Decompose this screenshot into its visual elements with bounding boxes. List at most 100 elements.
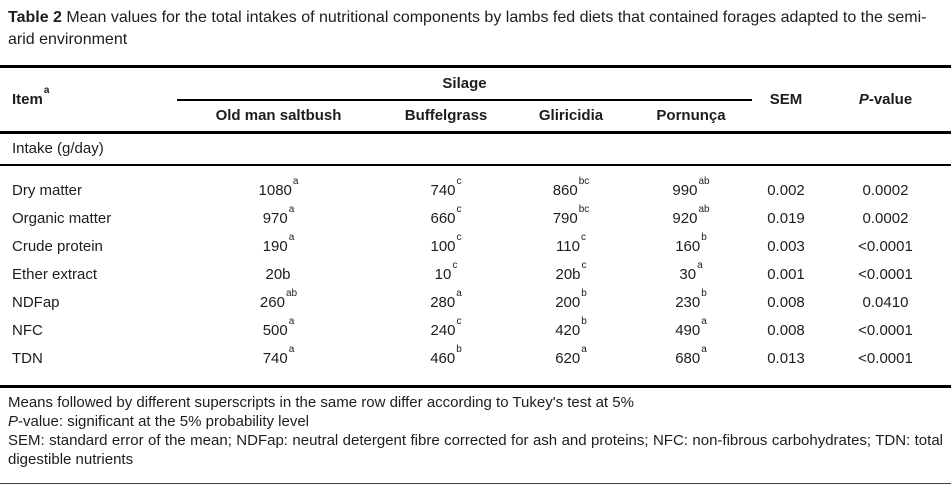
value-cell: 160b bbox=[630, 233, 752, 261]
table-number: Table 2 bbox=[8, 9, 62, 26]
value-base: 200 bbox=[555, 294, 581, 311]
table-caption-text: Mean values for the total intakes of nut… bbox=[8, 9, 927, 48]
value-superscript: b bbox=[701, 232, 707, 243]
value-cell: 790bc bbox=[512, 205, 630, 233]
value-cell: 990ab bbox=[630, 177, 752, 205]
sem-cell: 0.013 bbox=[767, 350, 805, 367]
value-base: 970 bbox=[262, 210, 288, 227]
row-item-label: Crude protein bbox=[12, 238, 103, 255]
row-item-label: Organic matter bbox=[12, 210, 112, 227]
spacer-row bbox=[0, 165, 951, 177]
footnote-pvalue-italic-p: P bbox=[8, 413, 19, 430]
value-cell: 660c bbox=[380, 205, 512, 233]
value-cell: 10c bbox=[380, 261, 512, 289]
item-header-cell: Itema bbox=[0, 67, 177, 133]
col-header-old-man-saltbush: Old man saltbush bbox=[215, 107, 342, 125]
value-cell: 420b bbox=[512, 317, 630, 345]
value-superscript: ab bbox=[285, 288, 298, 299]
table-row: Dry matter 1080a 740c 860bc 990ab 0.002 … bbox=[0, 177, 951, 205]
value-base: 240 bbox=[430, 322, 456, 339]
value-cell: 200b bbox=[512, 289, 630, 317]
value-base: 740 bbox=[262, 350, 288, 367]
value-cell: 500a bbox=[177, 317, 380, 345]
header-row-silage-columns: Old man saltbush Buffelgrass Gliricidia … bbox=[0, 100, 951, 133]
value-superscript: a bbox=[456, 288, 462, 299]
value-base: 230 bbox=[675, 294, 701, 311]
value-base: 420 bbox=[555, 322, 581, 339]
value-superscript: c bbox=[456, 232, 462, 243]
value-base: 280 bbox=[430, 294, 456, 311]
table-row: Organic matter 970a 660c 790bc 920ab 0.0… bbox=[0, 205, 951, 233]
value-cell: 110c bbox=[512, 233, 630, 261]
value-superscript: ab bbox=[698, 204, 710, 215]
pvalue-cell: <0.0001 bbox=[858, 266, 913, 283]
value-base: 490 bbox=[675, 322, 701, 339]
table-row: Ether extract 20b 10c 20b c 30a 0.001 <0.… bbox=[0, 261, 951, 289]
section-header-intake: Intake (g/day) bbox=[0, 132, 951, 166]
value-cell: 240c bbox=[380, 317, 512, 345]
pvalue-cell: 0.0002 bbox=[862, 210, 909, 227]
row-item-label: Dry matter bbox=[12, 182, 83, 199]
value-cell: 30a bbox=[630, 261, 752, 289]
sem-cell: 0.019 bbox=[767, 210, 805, 227]
value-base: 620 bbox=[555, 350, 581, 367]
value-superscript: a bbox=[288, 232, 295, 243]
col-header-buffelgrass: Buffelgrass bbox=[404, 107, 488, 125]
sem-cell: 0.002 bbox=[767, 182, 805, 199]
footnote-pvalue: P-value: significant at the 5% probabili… bbox=[8, 412, 943, 431]
table-row: Crude protein 190a 100c 110c 160b 0.003 … bbox=[0, 233, 951, 261]
value-superscript: b bbox=[701, 288, 707, 299]
value-superscript: a bbox=[288, 316, 295, 327]
value-cell: 190a bbox=[177, 233, 380, 261]
value-cell: 490a bbox=[630, 317, 752, 345]
sem-cell: 0.001 bbox=[767, 266, 805, 283]
value-base: 30 bbox=[679, 266, 697, 283]
value-superscript: bc bbox=[578, 176, 590, 187]
value-superscript: b bbox=[456, 344, 462, 355]
value-cell: 230b bbox=[630, 289, 752, 317]
page-bottom-divider bbox=[0, 483, 951, 484]
col-header-pornunca: Pornunça bbox=[656, 107, 726, 125]
pvalue-cell: <0.0001 bbox=[858, 350, 913, 367]
value-base: 990 bbox=[672, 182, 698, 199]
pvalue-header-rest: -value bbox=[868, 91, 913, 108]
value-base: 20b bbox=[265, 266, 291, 283]
value-superscript: c bbox=[456, 176, 462, 187]
value-superscript: a bbox=[697, 260, 703, 271]
value-base: 460 bbox=[430, 350, 456, 367]
item-header-superscript: a bbox=[43, 85, 50, 96]
table-body: Intake (g/day) Dry matter 1080a 740 c 860… bbox=[0, 132, 951, 387]
footnote-abbreviations: SEM: standard error of the mean; NDFap: … bbox=[8, 432, 943, 468]
value-base: 160 bbox=[675, 238, 701, 255]
value-superscript: c bbox=[452, 260, 458, 271]
value-cell: 860bc bbox=[512, 177, 630, 205]
pvalue-header-italic-p: P bbox=[858, 91, 869, 108]
pvalue-header-cell: P-value bbox=[820, 67, 951, 133]
value-cell: 680a bbox=[630, 345, 752, 373]
value-base: 920 bbox=[672, 210, 698, 227]
table-footnotes: Means followed by different superscripts… bbox=[0, 388, 951, 469]
value-base: 20b bbox=[555, 266, 581, 283]
value-cell: 1080a bbox=[177, 177, 380, 205]
pvalue-cell: 0.0410 bbox=[862, 294, 909, 311]
row-item-label: NFC bbox=[12, 322, 43, 339]
value-cell: 260ab bbox=[177, 289, 380, 317]
spacer-row bbox=[0, 373, 951, 387]
value-superscript: a bbox=[288, 344, 295, 355]
value-superscript: a bbox=[701, 344, 707, 355]
value-base: 860 bbox=[552, 182, 578, 199]
value-superscript: a bbox=[288, 204, 295, 215]
value-base: 500 bbox=[262, 322, 288, 339]
value-cell: 20b bbox=[177, 261, 380, 289]
value-base: 100 bbox=[430, 238, 456, 255]
silage-group-header: Silage bbox=[177, 66, 752, 101]
value-superscript: a bbox=[701, 316, 707, 327]
row-item-label: Ether extract bbox=[12, 266, 98, 283]
value-superscript: c bbox=[456, 316, 462, 327]
table-row: NDFap 260ab 280a 200b 230b 0.008 0.0410 bbox=[0, 289, 951, 317]
value-superscript: c bbox=[456, 204, 462, 215]
value-superscript: a bbox=[292, 176, 299, 187]
value-superscript: b bbox=[581, 316, 587, 327]
value-base: 680 bbox=[675, 350, 701, 367]
